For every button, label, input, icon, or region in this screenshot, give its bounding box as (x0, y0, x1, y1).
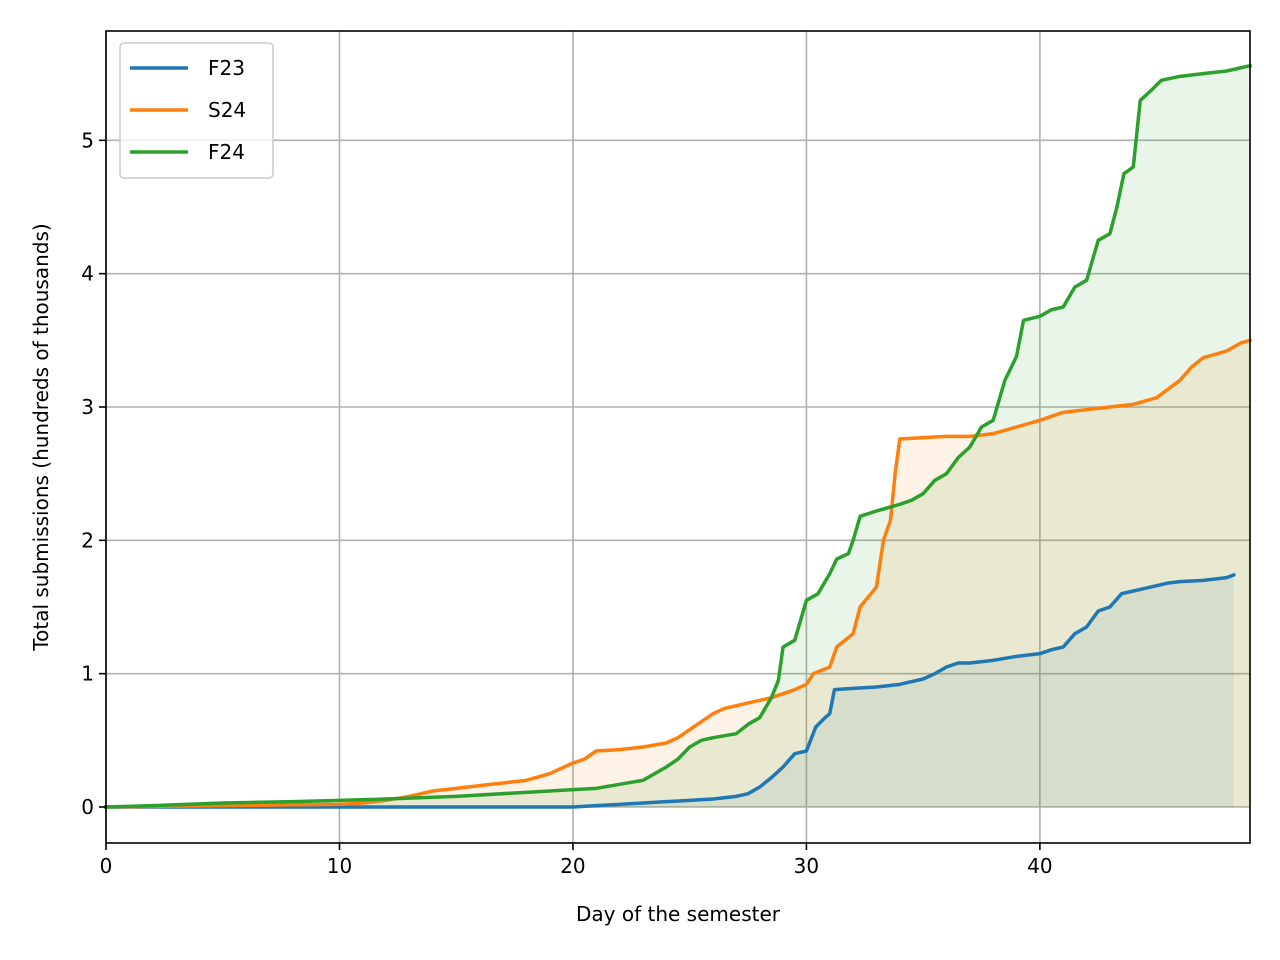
series-line-f24 (104, 63, 1253, 809)
x-axis-label: Day of the semester (576, 902, 781, 926)
series-area-f24 (106, 65, 1250, 808)
y-tick-label: 5 (81, 128, 94, 152)
plot-frame (105, 30, 1251, 844)
series-line-s24 (104, 338, 1253, 809)
series-area-f23 (106, 575, 1234, 807)
legend-box (119, 42, 274, 179)
axis-ticks: 0 10 20 30 40 0 1 2 3 4 5 (81, 128, 1052, 878)
x-tick-label: 10 (327, 854, 352, 878)
x-tick-label: 40 (1027, 854, 1052, 878)
x-tick-label: 20 (560, 854, 585, 878)
y-tick-label: 0 (81, 795, 94, 819)
series-area-s24 (106, 340, 1250, 807)
legend-label-f23: F23 (208, 56, 245, 80)
y-tick-label: 3 (81, 395, 94, 419)
legend-label-s24: S24 (208, 98, 246, 122)
y-axis-label: Total submissions (hundreds of thousands… (29, 223, 53, 651)
y-tick-label: 4 (81, 262, 94, 286)
series-line-f23 (104, 572, 1236, 809)
series-lines (104, 63, 1253, 809)
x-tick-label: 30 (794, 854, 819, 878)
series-areas (106, 65, 1250, 808)
x-tick-label: 0 (100, 854, 113, 878)
y-tick-label: 1 (81, 662, 94, 686)
y-tick-label: 2 (81, 528, 94, 552)
legend: F23 S24 F24 (119, 42, 274, 179)
grid (105, 31, 1250, 843)
legend-label-f24: F24 (208, 140, 245, 164)
